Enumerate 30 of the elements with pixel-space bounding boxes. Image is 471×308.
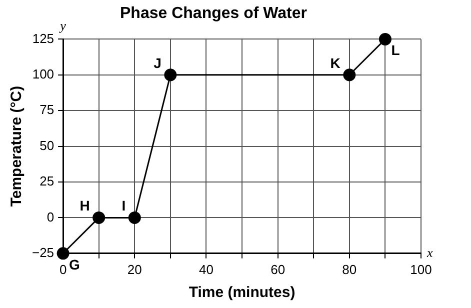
point bbox=[164, 68, 177, 82]
y-axis-title: Temperature (°C) bbox=[8, 86, 26, 207]
point bbox=[343, 68, 356, 82]
x-tick-label: 80 bbox=[342, 262, 357, 277]
x-tick-label: 100 bbox=[410, 262, 432, 277]
annotation: J bbox=[154, 54, 162, 71]
x-tick-label: 20 bbox=[127, 262, 142, 277]
y-tick-label: 125 bbox=[32, 30, 54, 46]
x-axis-title: Time (minutes) bbox=[188, 284, 296, 302]
chart-title: Phase Changes of Water bbox=[120, 5, 308, 22]
y-tick-label: 50 bbox=[40, 138, 54, 153]
point bbox=[56, 247, 70, 260]
text: x bbox=[426, 244, 433, 260]
y-tick-label: −25 bbox=[32, 244, 54, 260]
x-tick-label: 40 bbox=[198, 262, 214, 277]
y-tick-label: 75 bbox=[40, 102, 54, 118]
text: y bbox=[58, 18, 66, 34]
x-tick-label: 0 bbox=[59, 262, 67, 277]
annotation: H bbox=[80, 198, 90, 214]
point bbox=[378, 32, 392, 46]
point bbox=[92, 211, 106, 224]
x-tick-label: 60 bbox=[270, 262, 286, 277]
annotation: G bbox=[69, 256, 80, 272]
point bbox=[128, 211, 141, 224]
annotation: I bbox=[122, 198, 126, 214]
y-tick-label: 0 bbox=[46, 209, 54, 224]
annotation: L bbox=[391, 42, 400, 58]
annotation: K bbox=[330, 54, 340, 71]
y-tick-label: 25 bbox=[40, 174, 54, 189]
y-tick-label: 100 bbox=[32, 66, 54, 82]
